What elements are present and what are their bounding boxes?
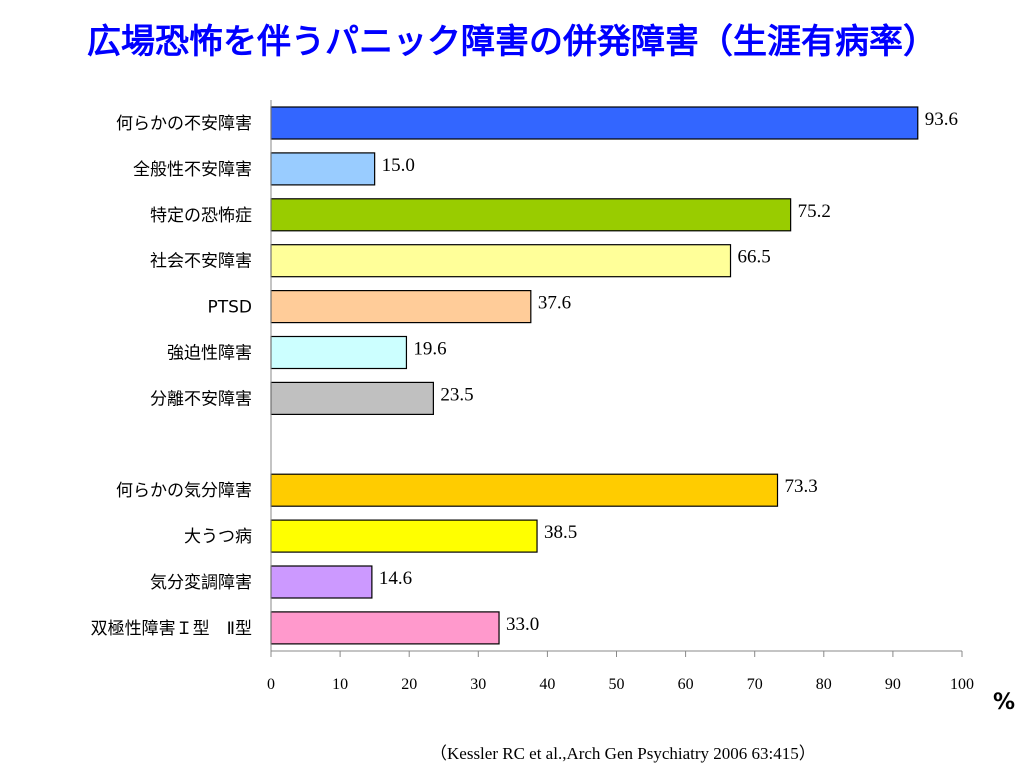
data-label: 33.0 (506, 614, 539, 635)
data-label: 73.3 (785, 476, 818, 497)
data-label: 75.2 (798, 201, 831, 222)
data-label: 15.0 (382, 155, 415, 176)
data-label: 66.5 (738, 247, 771, 268)
category-label: 双極性障害Ｉ型 Ⅱ型 (91, 619, 252, 639)
x-axis-unit: % (993, 690, 1016, 715)
x-tick-label: 100 (950, 676, 974, 693)
category-label: 何らかの不安障害 (116, 114, 252, 134)
category-label: 社会不安障害 (150, 252, 252, 272)
x-tick-label: 50 (609, 676, 625, 693)
chart-title: 広場恐怖を伴うパニック障害の併発障害（生涯有病率） (87, 22, 937, 62)
data-label: 37.6 (538, 293, 571, 314)
bars-layer: 93.6 15.0 75.2 66.5 37.6 19.6 23.5 73.3 38.5 14.6… (270, 106, 958, 645)
data-label: 19.6 (413, 339, 446, 360)
bar (270, 290, 532, 324)
data-label: 93.6 (925, 109, 958, 130)
bar (270, 198, 792, 232)
bar (270, 381, 434, 415)
category-label: 分離不安障害 (150, 389, 252, 409)
bar (270, 565, 373, 599)
data-label: 38.5 (544, 522, 577, 543)
bar (270, 335, 408, 370)
category-label: 全般性不安障害 (133, 160, 252, 180)
x-tick-label: 80 (816, 676, 832, 693)
category-label: PTSD (207, 298, 252, 318)
x-tick-label: 70 (747, 676, 763, 693)
x-tick-label: 60 (678, 676, 694, 693)
x-tick-label: 0 (267, 676, 275, 693)
bar (270, 473, 779, 507)
x-tick-label: 30 (470, 676, 486, 693)
bar (270, 106, 919, 140)
x-tick-label: 10 (332, 676, 348, 693)
citation: （Kessler RC et al.,Arch Gen Psychiatry 2… (430, 744, 816, 763)
bar (270, 519, 538, 553)
x-tick-label: 20 (401, 676, 417, 693)
data-label: 14.6 (379, 568, 412, 589)
category-label: 強迫性障害 (167, 344, 252, 364)
category-label: 何らかの気分障害 (116, 481, 252, 501)
category-label: 大うつ病 (184, 527, 252, 547)
x-tick-label: 90 (885, 676, 901, 693)
category-label: 特定の恐怖症 (150, 206, 252, 226)
category-label: 気分変調障害 (150, 573, 252, 593)
bar (270, 152, 376, 186)
x-tick-label: 40 (539, 676, 555, 693)
data-label: 23.5 (440, 384, 473, 405)
bar (270, 611, 500, 645)
bar (270, 244, 732, 278)
